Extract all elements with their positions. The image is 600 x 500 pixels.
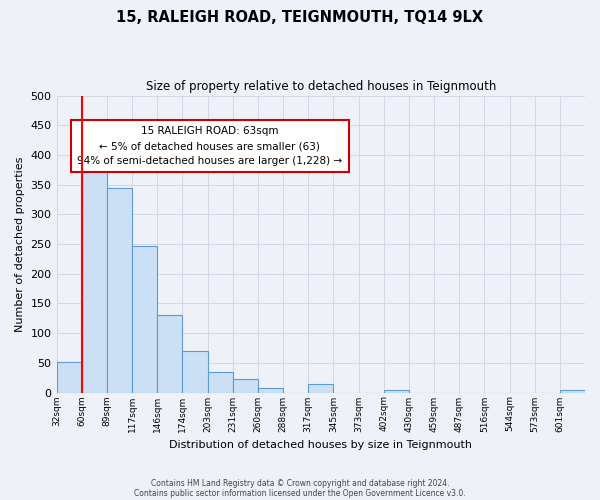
Bar	[157, 316, 182, 392]
Bar	[56, 362, 82, 392]
X-axis label: Distribution of detached houses by size in Teignmouth: Distribution of detached houses by size …	[169, 440, 472, 450]
Bar	[233, 380, 258, 392]
Bar	[308, 384, 334, 392]
Bar	[107, 188, 132, 392]
Bar	[208, 372, 233, 392]
Y-axis label: Number of detached properties: Number of detached properties	[15, 156, 25, 332]
Bar	[560, 390, 585, 392]
Text: 15 RALEIGH ROAD: 63sqm
← 5% of detached houses are smaller (63)
94% of semi-deta: 15 RALEIGH ROAD: 63sqm ← 5% of detached …	[77, 126, 343, 166]
Bar	[132, 246, 157, 392]
Text: Contains public sector information licensed under the Open Government Licence v3: Contains public sector information licen…	[134, 488, 466, 498]
Title: Size of property relative to detached houses in Teignmouth: Size of property relative to detached ho…	[146, 80, 496, 93]
Bar	[182, 351, 208, 393]
Text: Contains HM Land Registry data © Crown copyright and database right 2024.: Contains HM Land Registry data © Crown c…	[151, 478, 449, 488]
Bar	[82, 154, 107, 392]
Text: 15, RALEIGH ROAD, TEIGNMOUTH, TQ14 9LX: 15, RALEIGH ROAD, TEIGNMOUTH, TQ14 9LX	[116, 10, 484, 25]
Bar	[383, 390, 409, 392]
Bar	[258, 388, 283, 392]
